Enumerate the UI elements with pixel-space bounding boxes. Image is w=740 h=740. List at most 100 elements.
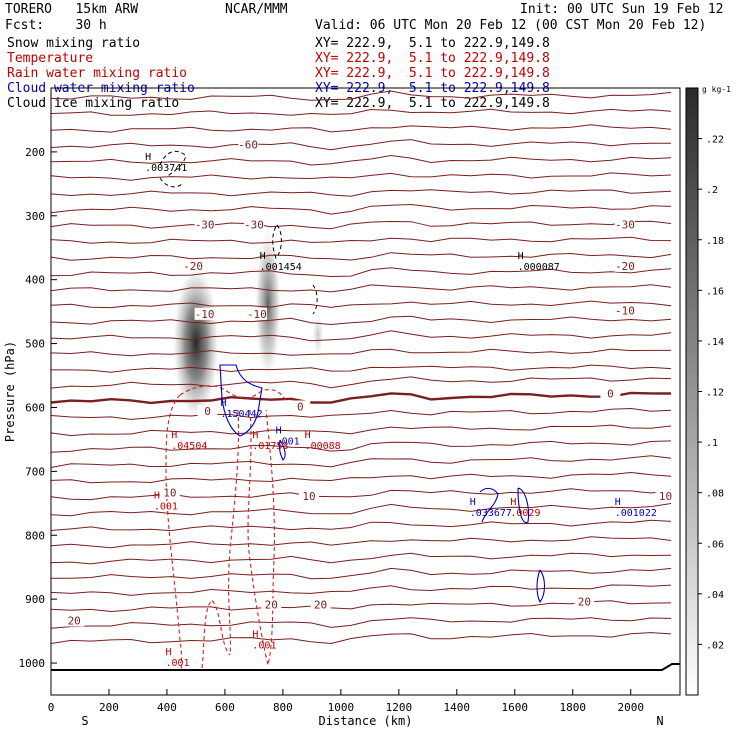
isotherm-line <box>51 617 672 629</box>
maximum-value-label: .0029 <box>510 508 540 519</box>
isotherm-line <box>51 632 672 645</box>
plot-frame <box>50 87 681 696</box>
x-tick-label: 400 <box>157 701 177 714</box>
isotherm-line <box>51 124 672 133</box>
isotherm-label-bg <box>298 489 319 502</box>
ice-contours <box>159 150 318 315</box>
isotherm-line <box>51 172 672 181</box>
isotherm-line <box>51 189 672 197</box>
isotherm-line <box>51 108 672 116</box>
y-tick-label: 700 <box>25 465 45 478</box>
cloud-contour-small <box>278 439 286 461</box>
colorbar-tick-label: .16 <box>706 286 724 297</box>
colorbar-tick-label: .12 <box>706 388 724 399</box>
init-time: Init: 00 UTC Sun 19 Feb 12 <box>520 2 724 17</box>
y-tick-label: 1000 <box>19 657 46 670</box>
colorbar-tick-label: .2 <box>706 185 718 196</box>
x-end-label: N <box>656 714 663 728</box>
isotherm-line <box>51 364 672 373</box>
isotherm-line <box>51 552 672 565</box>
isotherm-line <box>51 455 672 468</box>
colorbar-tick-label: .06 <box>706 539 724 550</box>
forecast-hour: Fcst: 30 h <box>5 18 107 33</box>
isotherm-line <box>51 567 672 580</box>
isotherm-line <box>51 519 672 532</box>
field-name-snow: Snow mixing ratio <box>7 36 141 51</box>
rain-contour-ring <box>179 385 286 401</box>
x-tick-label: 1200 <box>386 701 413 714</box>
isotherm-label: 20 <box>68 615 81 628</box>
ice-contour-low <box>312 284 318 315</box>
y-tick-label: 600 <box>25 401 45 414</box>
isotherm-line <box>51 471 672 484</box>
y-tick-label: 400 <box>25 274 45 287</box>
isotherm-line <box>51 600 672 613</box>
maximum-value-label: .00088 <box>305 441 341 452</box>
maximum-value-label: .001022 <box>615 508 657 519</box>
maximum-marker: H <box>165 647 171 658</box>
isotherm-lines <box>51 90 680 671</box>
cloud-water-contours <box>219 364 546 604</box>
valid-time: Valid: 06 UTC Mon 20 Feb 12 (00 CST Mon … <box>315 18 707 33</box>
isotherm-label: 0 <box>204 405 211 418</box>
isotherm-label: -20 <box>615 260 635 273</box>
isotherm-label: 20 <box>265 599 278 612</box>
isotherm-label: -10 <box>195 308 215 321</box>
x-tick-label: 1800 <box>560 701 587 714</box>
maximum-marker: H <box>221 398 227 409</box>
cloud-contour-east2 <box>517 487 530 524</box>
x-tick-label: 1000 <box>328 701 355 714</box>
maximum-marker: H <box>171 430 177 441</box>
x-axis-label: Distance (km) <box>319 714 413 728</box>
maximum-marker: H <box>518 251 524 262</box>
colorbar-tick-label: .02 <box>706 640 724 651</box>
isotherm-line <box>51 348 671 357</box>
isotherm-line <box>51 376 672 389</box>
isotherm-label-bg <box>655 489 676 502</box>
cloud-contour-east3 <box>536 569 546 604</box>
x-tick-label: 1400 <box>444 701 471 714</box>
isotherm-label-bg <box>159 486 180 499</box>
isotherm-line <box>51 203 672 215</box>
maximum-value-label: .001 <box>165 658 189 669</box>
y-tick-label: 800 <box>25 529 45 542</box>
cloud-contour-main <box>219 364 263 437</box>
maximum-value-label: .001454 <box>260 262 302 273</box>
cloud-contour-east1 <box>479 487 499 523</box>
maximum-value-label: .001 <box>154 502 178 513</box>
y-tick-label: 900 <box>25 593 45 606</box>
maximum-value-label: .001 <box>276 437 300 448</box>
field-xy-rain: XY= 222.9, 5.1 to 222.9,149.8 <box>315 66 550 81</box>
isotherm-line <box>51 267 672 278</box>
isotherm-line <box>51 300 672 309</box>
isotherm-line <box>51 584 672 596</box>
isotherm-line <box>51 220 672 230</box>
maximum-marker: H <box>154 491 160 502</box>
maximum-marker: H <box>470 497 476 508</box>
field-name-rain: Rain water mixing ratio <box>7 66 188 81</box>
maximum-value-label: .003741 <box>145 163 187 174</box>
isotherm-line <box>51 154 672 166</box>
maximum-value-label: .000087 <box>518 262 560 273</box>
y-tick-label: 200 <box>25 146 45 159</box>
isotherm-label-bg <box>600 387 621 400</box>
colorbar-tick-label: .18 <box>706 236 724 247</box>
maximum-marker: H <box>276 426 282 437</box>
isotherm-label-bg <box>261 598 282 611</box>
rain-contour-inner <box>201 599 231 669</box>
y-tick-label: 300 <box>25 210 45 223</box>
maximum-marker: H <box>305 430 311 441</box>
maximum-value-label: .01753 <box>252 441 288 452</box>
ice-contour-south <box>159 177 183 188</box>
isotherm-line <box>51 407 672 420</box>
chart-annotations: -60 -30 -30 -30 -20 -20 -10 -10 -10 0 0 0 10 10 10 20 20… <box>64 138 676 669</box>
x-tick-label: 600 <box>215 701 235 714</box>
y-axis-label: Pressure (hPa) <box>3 341 17 442</box>
isotherm-label-bg <box>238 138 259 151</box>
isotherm-line <box>51 424 672 437</box>
maximum-marker: H <box>510 497 516 508</box>
isotherm-line <box>51 503 672 517</box>
rain-contour-east <box>247 409 275 666</box>
x-tick-label: 1600 <box>502 701 529 714</box>
ice-contour-mid <box>272 224 282 259</box>
